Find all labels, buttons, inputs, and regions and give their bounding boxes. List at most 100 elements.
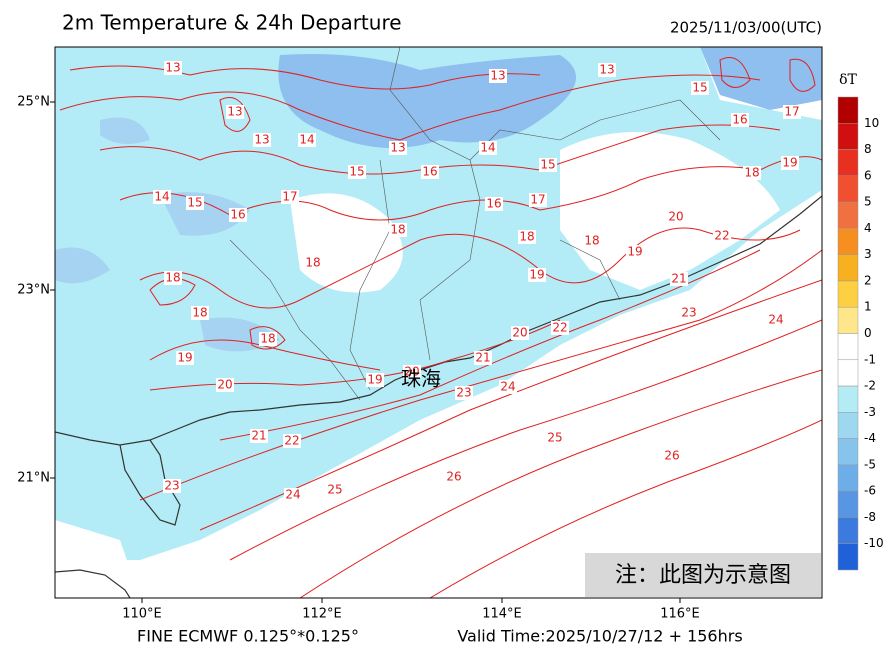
contour-label: 19 [627,245,642,259]
contour-label: 23 [164,479,179,493]
colorbar-box [837,333,859,361]
contour-label: 16 [732,113,747,127]
contour-label: 19 [782,156,797,170]
colorbar-box [837,438,859,466]
contour-label-bg [389,141,407,155]
contour-label-bg [551,321,569,335]
colorbar-label: -5 [864,457,876,471]
colorbar-box [837,175,859,203]
contour-label-bg [539,158,557,172]
colorbar-box [837,490,859,518]
lat-label: 25°N [17,95,50,110]
contour-label-bg [226,105,244,119]
contour-label: 22 [552,321,567,335]
contour-label: 26 [446,470,461,484]
contour-label-bg [284,488,302,502]
colorbar-label: 2 [864,273,872,287]
note-box [585,553,821,597]
contour-label-bg [176,351,194,365]
colorbar-label: 10 [864,116,879,130]
contour-label: 18 [390,223,405,237]
lat-label: 23°N [17,283,50,298]
contour-label: 19 [177,351,192,365]
contour-label: 24 [285,488,300,502]
colorbar-label: 0 [864,326,872,340]
lon-label: 112°E [302,607,342,622]
contour-label-bg [598,63,616,77]
contour-label: 20 [512,326,527,340]
contour-label-bg [529,193,547,207]
contour-label: 24 [768,313,783,327]
contour-label-bg [445,470,463,484]
colorbar-label: 3 [864,247,872,261]
lon-label: 110°E [122,607,162,622]
colorbar-box [837,385,859,413]
contour-label: 26 [664,449,679,463]
contour-label: 19 [529,268,544,282]
colorbar-box [837,517,859,544]
colorbar-box [837,306,859,334]
contour-label-bg [743,166,761,180]
colorbar-box [837,228,859,255]
contour-label-bg [667,210,685,224]
colorbar-box [837,464,859,492]
contour-label: 14 [480,141,495,155]
contour-label: 16 [422,165,437,179]
contour-label: 20 [217,378,232,392]
contour-label: 16 [486,197,501,211]
colorbar-box [837,543,859,571]
contour-label-bg [680,306,698,320]
contour-label: 25 [327,483,342,497]
contour-label-bg [298,133,316,147]
contour-label-bg [731,113,749,127]
contour-label: 22 [714,229,729,243]
contour-label: 17 [784,105,799,119]
contour-label-bg [253,133,271,147]
contour-label: 13 [390,141,405,155]
contour-label-bg [389,223,407,237]
contour-label-bg [713,229,731,243]
map-field [55,47,822,598]
contour-label: 18 [519,230,534,244]
contour-label-bg [153,190,171,204]
contour-label: 15 [349,165,364,179]
contour-label: 17 [530,193,545,207]
colorbar-label: 6 [864,168,872,182]
contour-label-bg [366,373,384,387]
contour-label: 19 [367,373,382,387]
contour-label-bg [499,380,517,394]
colorbar-box [837,201,859,229]
contour-label: 15 [187,196,202,210]
lon-label: 114°E [482,607,522,622]
contour-label-bg [421,165,439,179]
colorbar-label: -3 [864,405,876,419]
colorbar-label: 4 [864,221,872,235]
contour-label-bg [186,196,204,210]
contour-label: 15 [692,81,707,95]
contour-label-bg [781,156,799,170]
colorbar-label: 8 [864,142,872,156]
colorbar-label: -4 [864,431,876,445]
colorbar-label: -6 [864,484,876,498]
contour-label: 17 [282,190,297,204]
title: 2m Temperature & 24h Departure [62,11,402,35]
contour-label-bg [767,313,785,327]
contour-label: 13 [599,63,614,77]
contour-label-bg [164,271,182,285]
contour-label: 23 [456,386,471,400]
contour-label-bg [259,332,277,346]
contour-label-bg [511,326,529,340]
contour-label-bg [163,479,181,493]
contour-label-bg [403,365,421,379]
contour-label: 18 [744,166,759,180]
note: 注：此图为示意图 [615,563,791,588]
contour-label-bg [164,61,182,75]
contour-label-bg [546,431,564,445]
contour-label: 22 [284,434,299,448]
colorbar-label: -2 [864,379,876,393]
contour-label: 20 [668,210,683,224]
footer-right: Valid Time:2025/10/27/12 + 156hrs [457,627,742,646]
colorbar-box [837,359,859,387]
contour-label: 14 [299,133,314,147]
contour-label-bg [326,483,344,497]
